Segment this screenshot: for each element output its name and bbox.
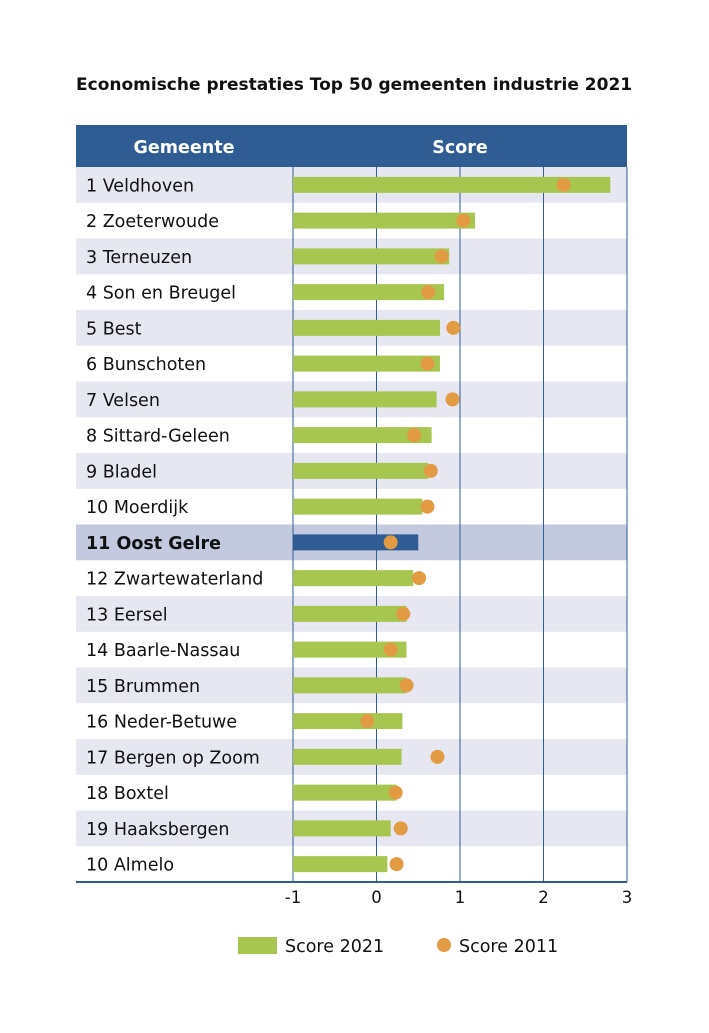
- bar-score-2021: [293, 677, 407, 694]
- bar-score-2021: [293, 212, 476, 229]
- row-label: 6 Bunschoten: [86, 355, 206, 375]
- bar-score-2021: [293, 713, 403, 730]
- row-label: 1 Veldhoven: [86, 176, 194, 196]
- bar-score-2021: [293, 820, 391, 837]
- legend: Score 2021 Score 2011: [238, 937, 558, 957]
- dot-score-2011: [420, 499, 435, 514]
- dot-score-2011: [383, 642, 398, 657]
- row-label: 2 Zoeterwoude: [86, 212, 219, 232]
- row-label: 8 Sittard-Geleen: [86, 427, 230, 447]
- x-tick-label: 2: [538, 888, 549, 907]
- legend-label-score-2021: Score 2021: [285, 937, 384, 957]
- legend-label-score-2011: Score 2011: [459, 937, 558, 957]
- x-tick-label: -1: [285, 888, 301, 907]
- dot-score-2011: [393, 821, 408, 836]
- bar-score-2021: [293, 248, 450, 265]
- bar-score-2021: [293, 748, 402, 765]
- legend-swatch-score-2021: [238, 937, 277, 954]
- x-tick-label: 3: [622, 888, 633, 907]
- dot-score-2011: [407, 428, 422, 443]
- header-score: Score: [432, 138, 488, 158]
- x-tick-label: 1: [455, 888, 466, 907]
- bar-score-2021: [293, 355, 440, 372]
- header-gemeente: Gemeente: [134, 138, 235, 158]
- dot-score-2011: [360, 714, 375, 729]
- bar-score-2021: [293, 605, 407, 622]
- row-label: 14 Baarle-Nassau: [86, 641, 240, 661]
- x-tick-label: 0: [371, 888, 382, 907]
- legend-marker-score-2011: [437, 938, 451, 952]
- row-label: 12 Zwartewaterland: [86, 570, 263, 590]
- row-label: 17 Bergen op Zoom: [86, 748, 260, 768]
- row-label: 16 Neder-Betuwe: [86, 713, 237, 733]
- row-label: 3 Terneuzen: [86, 248, 192, 268]
- bar-score-2021: [293, 856, 388, 873]
- bar-score-2021: [293, 391, 437, 408]
- dot-score-2011: [446, 320, 461, 335]
- bar-score-2021: [293, 176, 611, 193]
- row-label: 18 Boxtel: [86, 784, 169, 804]
- bar-score-2021: [293, 427, 432, 444]
- row-label: 7 Velsen: [86, 391, 160, 411]
- dot-score-2011: [399, 678, 414, 693]
- bar-score-2021: [293, 784, 397, 801]
- bar-score-2021: [293, 570, 414, 587]
- dot-score-2011: [412, 571, 427, 586]
- dot-score-2011: [430, 749, 445, 764]
- dot-score-2011: [383, 535, 398, 550]
- dot-score-2011: [445, 392, 460, 407]
- row-label: 13 Eersel: [86, 605, 168, 625]
- dot-score-2011: [388, 785, 403, 800]
- dot-score-2011: [456, 213, 471, 228]
- row-label: 15 Brummen: [86, 677, 200, 697]
- dot-score-2011: [389, 857, 404, 872]
- bar-score-2021: [293, 641, 407, 658]
- dot-score-2011: [396, 606, 411, 621]
- row-label: 10 Almelo: [86, 856, 174, 876]
- bar-score-2021: [293, 284, 445, 301]
- row-label: 19 Haaksbergen: [86, 820, 229, 840]
- dot-score-2011: [421, 285, 436, 300]
- dot-score-2011: [434, 249, 449, 264]
- bar-score-2021: [293, 462, 429, 479]
- bar-score-2021: [293, 534, 419, 551]
- row-label: 11 Oost Gelre: [86, 534, 221, 554]
- row-label: 4 Son en Breugel: [86, 284, 236, 304]
- bar-score-2021: [293, 319, 440, 336]
- chart-title: Economische prestaties Top 50 gemeenten …: [76, 75, 632, 95]
- dot-score-2011: [423, 463, 438, 478]
- dot-score-2011: [556, 177, 571, 192]
- bar-score-2021: [293, 498, 423, 515]
- table-header: [76, 125, 627, 167]
- row-label: 9 Bladel: [86, 462, 157, 482]
- dot-score-2011: [420, 356, 435, 371]
- row-label: 10 Moerdijk: [86, 498, 189, 518]
- row-label: 5 Best: [86, 319, 142, 339]
